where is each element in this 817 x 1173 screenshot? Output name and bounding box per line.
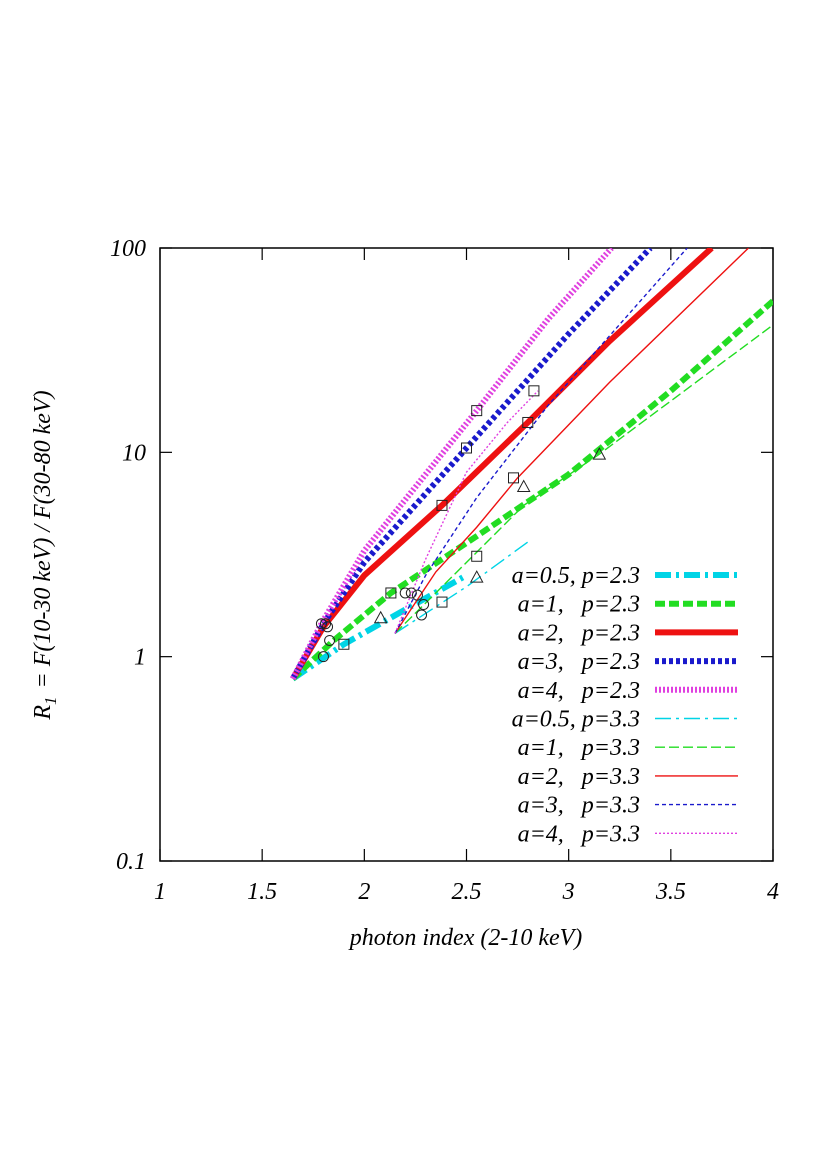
- marker-square: [471, 405, 483, 417]
- marker-circle: [322, 621, 334, 633]
- marker-square: [522, 416, 534, 428]
- y-tick-label: 1: [134, 645, 146, 671]
- x-tick-label: 3.5: [655, 879, 686, 905]
- marker-triangle: [373, 610, 388, 624]
- marker-circle: [324, 634, 336, 646]
- legend-label: a=2, p=3.3: [518, 764, 640, 790]
- legend-label: a=2, p=2.3: [518, 620, 640, 646]
- x-tick-label: 4: [767, 879, 779, 905]
- marker-triangle: [592, 447, 607, 460]
- marker-circle: [416, 609, 428, 621]
- series-line: [290, 248, 614, 681]
- y-tick-label: 0.1: [116, 849, 146, 875]
- series-line: [394, 248, 688, 634]
- marker-circle: [405, 587, 417, 599]
- x-tick-label: 1.5: [247, 879, 277, 905]
- marker-square: [338, 638, 350, 650]
- x-tick-label: 2: [358, 879, 370, 905]
- x-tick-label: 2.5: [452, 879, 482, 905]
- marker-square: [507, 472, 519, 484]
- x-axis-label: photon index (2-10 keV): [348, 925, 583, 951]
- y-label-subscript: 1: [41, 696, 60, 705]
- marker-circle: [418, 599, 430, 611]
- marker-circle: [315, 618, 327, 630]
- y-tick-label: 100: [110, 236, 146, 262]
- series-line: [290, 248, 714, 681]
- marker-triangle: [469, 570, 484, 583]
- marker-square: [436, 499, 448, 511]
- x-tick-label: 3: [562, 879, 575, 905]
- y-label-part: R: [30, 705, 56, 721]
- marker-circle: [320, 618, 332, 630]
- legend-label: a=3, p=2.3: [518, 649, 640, 675]
- marker-square: [528, 385, 540, 397]
- series-line: [394, 324, 773, 634]
- series-line: [290, 298, 773, 681]
- legend-label: a=4, p=2.3: [518, 678, 640, 704]
- series-line: [394, 390, 539, 634]
- marker-circle: [411, 589, 423, 601]
- marker-square: [385, 587, 397, 599]
- marker-circle: [317, 651, 329, 663]
- y-label-part: = F(10-30 keV) / F(30-80 keV): [30, 390, 56, 688]
- legend-label: a=1, p=2.3: [518, 592, 640, 618]
- marker-triangle: [516, 479, 531, 493]
- y-axis-label: R1 = F(10-30 keV) / F(30-80 keV): [30, 390, 60, 720]
- series-line: [394, 248, 749, 634]
- marker-square: [471, 550, 483, 562]
- marker-square: [461, 442, 472, 454]
- marker-circle: [399, 587, 411, 599]
- legend-label: a=0.5, p=3.3: [512, 707, 640, 733]
- legend-label: a=3, p=3.3: [518, 793, 640, 819]
- marker-square: [436, 596, 448, 608]
- legend-label: a=4, p=3.3: [518, 821, 640, 847]
- series-line: [394, 539, 531, 634]
- x-tick-label: 1: [154, 879, 166, 905]
- legend-label: a=0.5, p=2.3: [512, 563, 640, 589]
- legend-label: a=1, p=3.3: [518, 735, 640, 761]
- y-tick-label: 10: [122, 440, 146, 466]
